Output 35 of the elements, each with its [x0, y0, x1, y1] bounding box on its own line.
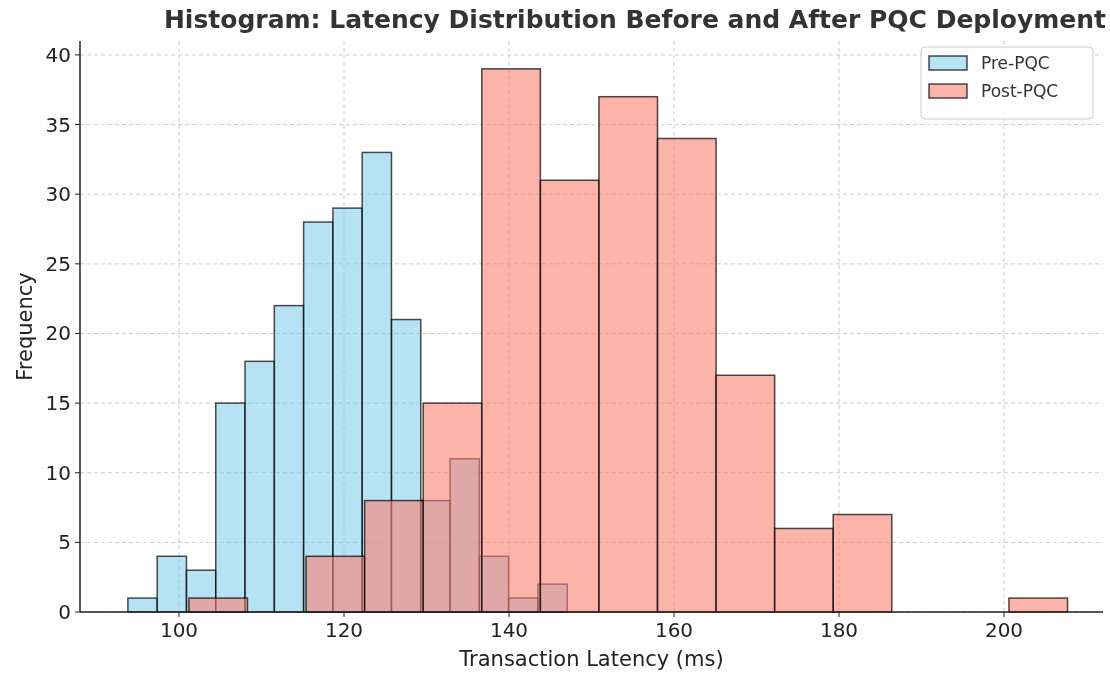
bar [539, 179, 600, 613]
bar [1008, 597, 1069, 613]
y-tick-label: 25 [45, 251, 71, 276]
y-tick-label: 5 [58, 530, 71, 555]
bar [363, 499, 424, 613]
bar [832, 513, 893, 613]
y-tick-label: 20 [45, 321, 71, 346]
bar [188, 597, 249, 613]
x-tick-label: 120 [324, 618, 364, 642]
y-tick-label: 40 [45, 42, 71, 67]
x-tick-label: 200 [984, 618, 1024, 642]
bar [481, 68, 542, 613]
y-axis-title: Frequency [13, 272, 37, 381]
y-tick-label: 15 [45, 391, 71, 416]
bar [422, 402, 483, 613]
y-tick-label: 10 [45, 460, 71, 485]
bar [598, 95, 659, 613]
bar [715, 374, 776, 613]
x-axis-title: Transaction Latency (ms) [458, 647, 724, 671]
x-tick-label: 160 [654, 618, 694, 642]
bar [305, 555, 366, 613]
x-tick-label: 140 [489, 618, 529, 642]
y-tick-label: 0 [58, 600, 71, 624]
bar [773, 527, 834, 613]
y-tick-label: 35 [45, 112, 71, 137]
x-tick-label: 180 [819, 618, 859, 642]
chart-title: Histogram: Latency Distribution Before and After PQC Deployment [163, 5, 1107, 34]
y-tick-label: 30 [45, 182, 71, 207]
legend-label: Pre-PQC [981, 53, 1050, 73]
bar [273, 304, 305, 613]
bar [244, 360, 276, 613]
x-tick-label: 100 [159, 618, 199, 642]
bar [656, 137, 717, 613]
legend-label: Post-PQC [981, 81, 1059, 101]
bar [156, 555, 188, 613]
